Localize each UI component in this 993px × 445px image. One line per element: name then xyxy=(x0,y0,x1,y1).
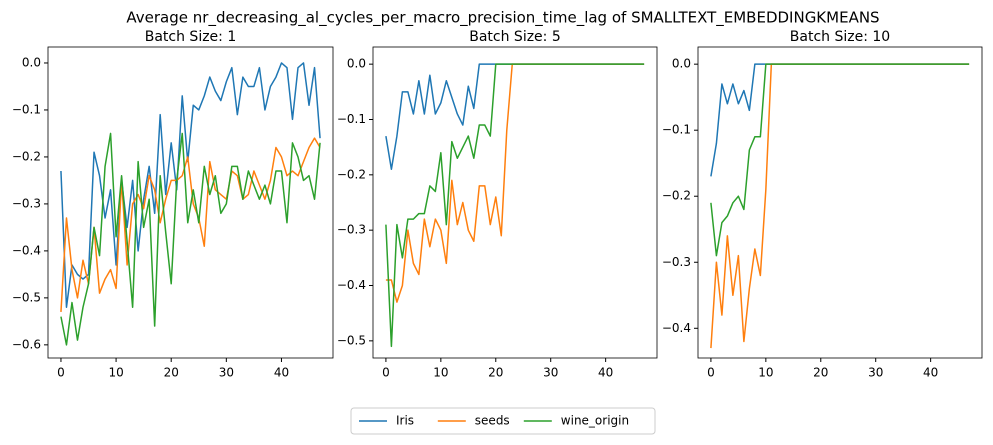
x-tick-label: 40 xyxy=(923,366,938,380)
legend-label: Iris xyxy=(396,414,414,428)
subplot-title: Batch Size: 5 xyxy=(469,29,561,45)
series-line xyxy=(60,62,321,309)
x-tick-label: 10 xyxy=(758,366,773,380)
y-tick-label: −0.3 xyxy=(662,255,691,269)
y-tick-label: −0.2 xyxy=(337,167,366,181)
series-line xyxy=(710,63,970,257)
x-tick-label: 0 xyxy=(382,366,390,380)
y-tick-label: −0.5 xyxy=(12,290,41,304)
y-tick-label: −0.3 xyxy=(337,223,366,237)
axes-frame xyxy=(372,46,658,359)
y-tick-label: −0.1 xyxy=(662,123,691,137)
y-tick-label: −0.1 xyxy=(337,112,366,126)
subplot-title: Batch Size: 10 xyxy=(790,29,890,45)
y-tick-label: 0.0 xyxy=(22,55,41,69)
legend-label: seeds xyxy=(475,414,510,428)
x-tick-label: 10 xyxy=(108,366,123,380)
y-tick-label: −0.4 xyxy=(12,243,41,257)
y-tick-label: 0.0 xyxy=(672,57,691,71)
x-tick-label: 10 xyxy=(433,366,448,380)
y-tick-label: −0.6 xyxy=(12,337,41,351)
axes-frame xyxy=(47,46,334,359)
y-tick-label: −0.4 xyxy=(337,278,366,292)
x-tick-label: 20 xyxy=(488,366,503,380)
figure-title: Average nr_decreasing_al_cycles_per_macr… xyxy=(126,9,879,28)
x-tick-label: 30 xyxy=(868,366,883,380)
y-tick-label: −0.3 xyxy=(12,196,41,210)
y-tick-label: −0.4 xyxy=(662,321,691,335)
x-tick-label: 20 xyxy=(813,366,828,380)
x-tick-label: 30 xyxy=(219,366,234,380)
x-tick-label: 40 xyxy=(274,366,289,380)
x-tick-label: 30 xyxy=(543,366,558,380)
subplot-title: Batch Size: 1 xyxy=(145,29,237,45)
series-line xyxy=(60,137,321,313)
series-line xyxy=(60,132,321,346)
y-tick-label: −0.5 xyxy=(337,333,366,347)
y-tick-label: −0.2 xyxy=(12,149,41,163)
x-tick-label: 40 xyxy=(598,366,613,380)
y-tick-label: −0.1 xyxy=(12,102,41,116)
y-tick-label: 0.0 xyxy=(347,57,366,71)
series-line xyxy=(385,63,645,348)
x-tick-label: 0 xyxy=(707,366,715,380)
x-tick-label: 20 xyxy=(164,366,179,380)
x-tick-label: 0 xyxy=(57,366,65,380)
legend-label: wine_origin xyxy=(561,414,629,428)
axes-frame xyxy=(697,46,983,359)
legend-box xyxy=(350,407,656,435)
y-tick-label: −0.2 xyxy=(662,189,691,203)
